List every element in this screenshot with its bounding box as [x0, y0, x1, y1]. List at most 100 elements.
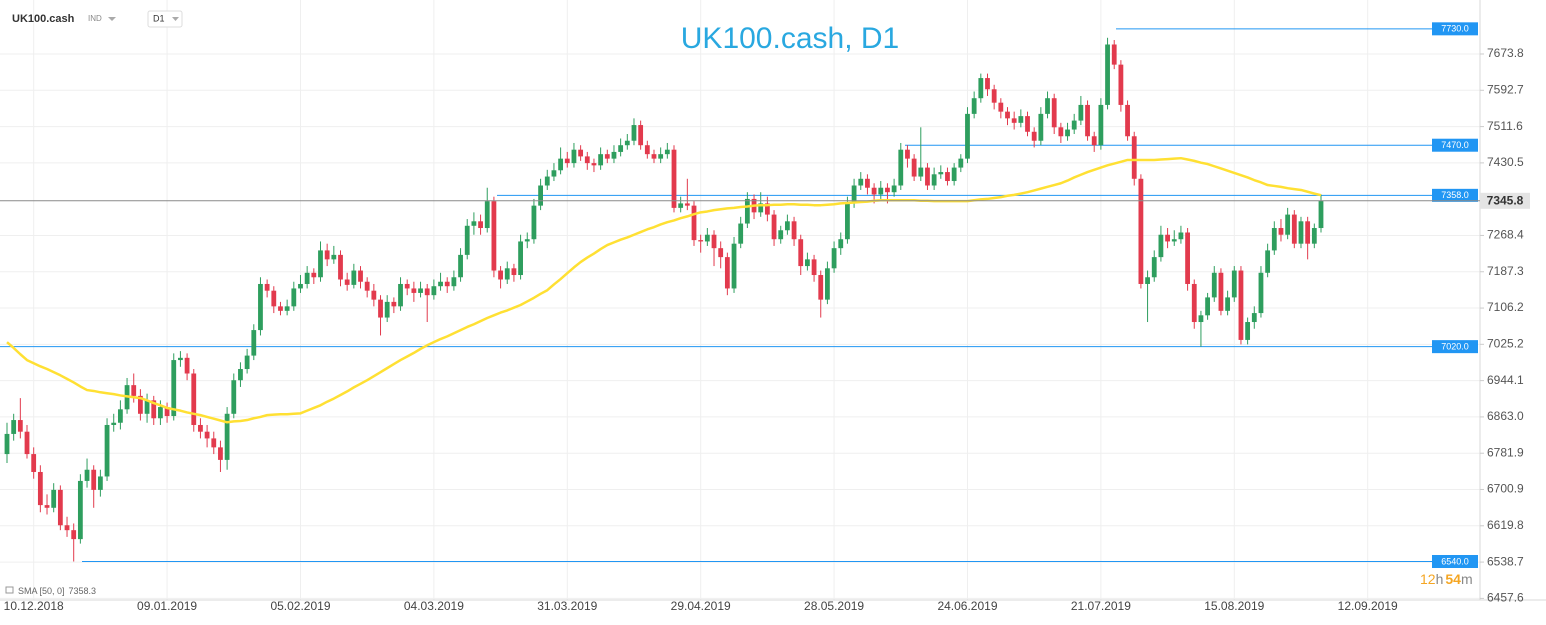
candle-body: [144, 400, 150, 414]
candle-body: [31, 454, 37, 472]
candle-body: [1071, 120, 1077, 130]
candle-body: [1065, 129, 1070, 137]
candle-body: [638, 125, 644, 146]
candle-body: [298, 283, 303, 289]
current-price-box: [1480, 192, 1530, 209]
candle-body: [744, 198, 750, 224]
candle-body: [1218, 272, 1224, 311]
candle-body: [1185, 232, 1190, 284]
candle-body: [1291, 214, 1297, 244]
candle-body: [1091, 136, 1097, 146]
countdown: 12h 54m: [1420, 571, 1473, 587]
candle-body: [898, 149, 904, 186]
candle-body: [1098, 104, 1104, 146]
candle-body: [544, 176, 550, 186]
y-tick-label: 6700.9: [1487, 482, 1524, 496]
candle-body: [611, 151, 617, 159]
candle-body: [491, 201, 497, 271]
symbol[interactable]: UK100.cash: [12, 13, 75, 25]
candle-body: [284, 306, 290, 311]
current-price-label: 7345.8: [1487, 193, 1524, 207]
candle-body: [1211, 272, 1217, 298]
candle-body: [1311, 228, 1317, 244]
candle-body: [644, 145, 650, 155]
candle-body: [825, 268, 830, 300]
candle-body: [771, 214, 777, 240]
candle-body: [404, 283, 410, 289]
candle-body: [991, 89, 997, 103]
candle-body: [1111, 44, 1117, 65]
candle-body: [1298, 221, 1304, 244]
candle-body: [238, 369, 243, 381]
candle-body: [1138, 178, 1144, 284]
y-tick-label: 7106.2: [1487, 300, 1524, 314]
y-tick-label: 7511.6: [1487, 119, 1523, 133]
candle-body: [925, 167, 930, 186]
candle-body: [451, 277, 457, 287]
candle-body: [504, 268, 510, 280]
timeframe[interactable]: D1: [153, 13, 165, 23]
candle-body: [945, 172, 950, 182]
level-label: 7020.0: [1441, 342, 1469, 352]
legend: SMA [50, 0] 7358.3: [18, 586, 96, 596]
candle-body: [1045, 98, 1050, 114]
candle-body: [1051, 98, 1057, 128]
candle-body: [358, 270, 363, 282]
candle-body: [211, 438, 217, 448]
candle-body: [138, 395, 143, 414]
level-label: 7730.0: [1441, 24, 1469, 34]
level-label: 7358.0: [1441, 190, 1469, 200]
candle-body: [931, 174, 937, 186]
candle-body: [1085, 104, 1090, 137]
candle-body: [304, 272, 310, 284]
candle-body: [724, 257, 730, 289]
timeframe-box[interactable]: [147, 10, 183, 28]
candle-body: [11, 420, 17, 434]
countdown-unit: m: [1461, 571, 1473, 587]
candle-body: [251, 330, 257, 356]
candle-body: [77, 480, 83, 540]
candle-body: [178, 357, 183, 361]
candle-body: [91, 469, 97, 490]
candle-body: [184, 357, 190, 374]
candle-body: [264, 283, 270, 291]
candle-body: [664, 149, 670, 155]
candle-body: [458, 254, 463, 278]
candle-body: [971, 98, 977, 114]
candle-body: [1285, 214, 1291, 235]
candle-body: [718, 248, 724, 258]
countdown-hours: 12: [1420, 571, 1436, 587]
candle-body: [258, 283, 263, 331]
candle-body: [811, 259, 817, 276]
x-tick-label: 21.07.2019: [1071, 599, 1131, 613]
candle-body: [778, 230, 784, 240]
candle-body: [691, 205, 697, 241]
candle-body: [678, 203, 684, 208]
x-tick-label: 05.02.2019: [270, 599, 330, 613]
y-tick-label: 6457.6: [1487, 591, 1524, 605]
candle-body: [17, 420, 23, 432]
candle-body: [1105, 44, 1110, 105]
y-tick-label: 6538.7: [1487, 554, 1524, 568]
candle-body: [1265, 250, 1271, 273]
market[interactable]: IND: [88, 14, 102, 23]
candle-body: [398, 283, 403, 307]
candle-body: [344, 279, 350, 285]
candle-body: [911, 158, 917, 177]
candle-body: [84, 469, 90, 481]
level-label-box: [1432, 555, 1478, 569]
candle-body: [858, 178, 864, 186]
candle-body: [1145, 277, 1150, 284]
candle-body: [738, 223, 744, 244]
dropdown-arrow[interactable]: [172, 17, 179, 21]
dropdown-arrow[interactable]: [108, 17, 116, 21]
level-label-box: [1432, 138, 1478, 152]
candle-body: [131, 385, 137, 396]
candle-body: [1178, 232, 1184, 240]
candle-body: [438, 281, 443, 287]
candle-body: [418, 288, 423, 293]
candle-body: [1171, 239, 1177, 242]
candle-body: [965, 113, 970, 159]
